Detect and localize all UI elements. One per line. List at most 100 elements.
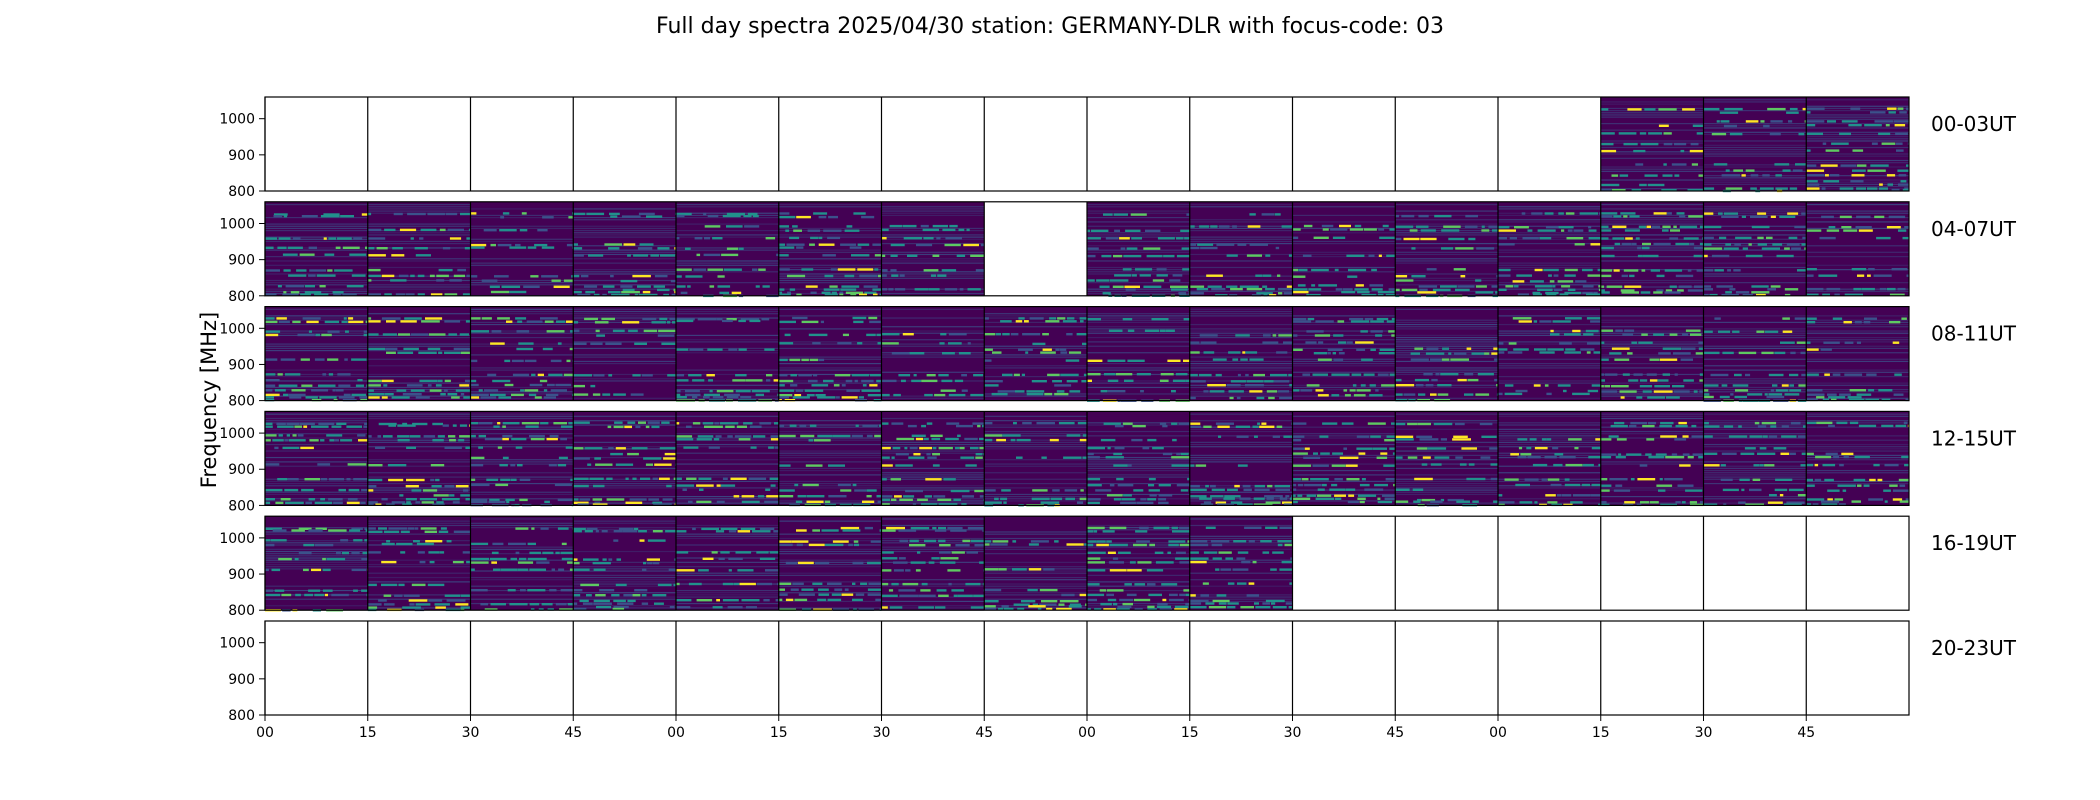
signal-segment [1699, 390, 1704, 393]
signal-segment [605, 342, 622, 345]
spectrum-line [881, 529, 985, 531]
signal-segment [1302, 254, 1312, 257]
signal-segment [459, 424, 468, 427]
spectrum-panel [880, 621, 985, 715]
signal-segment [1587, 389, 1599, 393]
spectrum-line [1292, 365, 1396, 367]
signal-segment [1674, 174, 1680, 177]
spectrum-line [1703, 243, 1807, 245]
signal-segment [1660, 435, 1677, 438]
signal-segment [1077, 501, 1084, 504]
signal-segment [785, 598, 794, 602]
signal-segment [1176, 484, 1190, 487]
signal-segment [1698, 174, 1704, 177]
signal-segment [778, 394, 793, 397]
signal-segment [1567, 229, 1573, 232]
empty-panel [470, 97, 574, 191]
spectrum-line [1498, 243, 1601, 245]
signal-segment [1819, 236, 1836, 240]
spectrum-line [676, 589, 779, 592]
signal-segment [703, 253, 721, 257]
signal-segment [908, 456, 925, 459]
signal-segment [1025, 351, 1029, 354]
signal-segment [901, 379, 906, 383]
signal-segment [1703, 384, 1719, 387]
signal-segment [437, 435, 445, 438]
spectrum-line [676, 206, 779, 208]
signal-segment [1087, 279, 1095, 282]
signal-segment [1742, 247, 1748, 250]
signal-segment [670, 279, 676, 283]
signal-segment [966, 551, 978, 554]
signal-segment [920, 589, 931, 592]
signal-segment [1495, 291, 1498, 294]
signal-segment [723, 268, 742, 271]
signal-segment [1426, 268, 1437, 271]
signal-segment [863, 285, 878, 288]
signal-segment [1455, 456, 1463, 459]
signal-segment [376, 247, 388, 250]
signal-segment [460, 594, 471, 597]
signal-segment [573, 374, 593, 377]
signal-segment [316, 274, 336, 277]
signal-segment [1475, 291, 1494, 294]
signal-segment [586, 527, 598, 531]
signal-segment [1249, 213, 1256, 216]
signal-segment [1484, 352, 1490, 355]
signal-segment [852, 483, 857, 487]
signal-segment [1248, 582, 1255, 585]
signal-segment [444, 485, 455, 488]
signal-segment [519, 478, 531, 481]
row-time-label: 08-11UT [1931, 322, 2017, 346]
signal-segment [1782, 317, 1790, 320]
signal-segment [1122, 318, 1133, 321]
spectrum-line [1292, 339, 1396, 341]
signal-segment [613, 393, 626, 396]
signal-segment [1806, 478, 1813, 482]
signal-segment [984, 605, 996, 608]
signal-segment [1518, 446, 1523, 450]
signal-segment [1834, 293, 1840, 296]
spectrum-line [367, 243, 471, 245]
signal-segment [800, 434, 815, 438]
spectrum-line [778, 433, 882, 435]
signal-segment [1565, 212, 1575, 215]
spectrum-line [1600, 489, 1704, 491]
signal-segment [1343, 389, 1348, 392]
signal-segment [1417, 498, 1421, 502]
signal-segment [383, 530, 400, 533]
signal-segment [639, 539, 645, 542]
signal-segment [278, 237, 291, 240]
signal-segment [1260, 540, 1272, 543]
signal-segment [470, 568, 475, 571]
signal-segment [633, 527, 639, 531]
spectrum-line [573, 230, 676, 232]
signal-segment [855, 424, 859, 427]
spectrum-line [1806, 127, 1909, 129]
signal-segment [1339, 224, 1351, 228]
signal-segment [1207, 384, 1226, 387]
signal-segment [1856, 187, 1866, 190]
spectrum-line [367, 524, 471, 527]
signal-segment [265, 425, 273, 428]
signal-segment [1083, 373, 1087, 377]
signal-segment [1806, 317, 1817, 320]
signal-segment [1429, 358, 1442, 361]
spectrum-line [1806, 360, 1909, 363]
spectrum-line [676, 459, 779, 461]
signal-segment [1283, 503, 1293, 506]
signal-segment [796, 293, 802, 296]
signal-segment [1782, 169, 1791, 172]
signal-segment [1612, 225, 1627, 228]
signal-segment [1806, 348, 1819, 351]
signal-segment [1148, 477, 1156, 481]
signal-segment [1514, 226, 1529, 229]
signal-segment [1636, 396, 1643, 399]
signal-segment [1082, 456, 1087, 459]
spectrum-line [1703, 476, 1807, 478]
signal-segment [1170, 285, 1188, 288]
signal-segment [435, 384, 442, 387]
signal-segment [1749, 488, 1762, 492]
signal-segment [1349, 228, 1364, 231]
spectrum-line [778, 572, 882, 574]
